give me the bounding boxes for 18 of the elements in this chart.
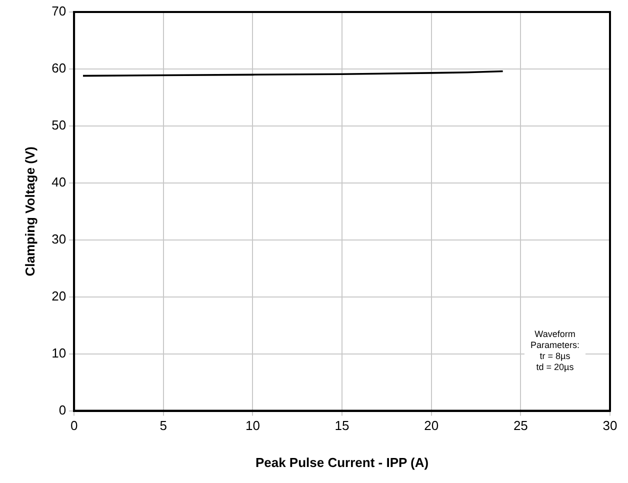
x-tick-label: 30 <box>602 418 618 434</box>
x-tick-label: 0 <box>70 418 78 434</box>
y-tick-label: 40 <box>52 174 66 190</box>
y-tick-label: 10 <box>52 345 66 360</box>
y-tick-label: 0 <box>58 402 66 418</box>
x-tick-label: 15 <box>334 418 350 434</box>
y-tick-label: 30 <box>52 231 66 246</box>
annotation: Waveform Parameters: tr = 8µs td = 20µs <box>530 328 580 372</box>
x-tick-label: 20 <box>424 418 439 434</box>
y-axis-title: Clamping Voltage (V) <box>22 146 38 276</box>
y-tick-label: 20 <box>52 288 66 304</box>
y-tick-label: 60 <box>52 60 66 76</box>
x-tick-label: 5 <box>160 418 167 434</box>
x-axis-title: Peak Pulse Current - IPP (A) <box>255 454 429 470</box>
x-tick-label: 10 <box>245 418 260 434</box>
y-tick-label: 70 <box>52 4 66 19</box>
x-tick-label: 25 <box>513 418 528 434</box>
y-tick-label: 50 <box>52 118 66 133</box>
